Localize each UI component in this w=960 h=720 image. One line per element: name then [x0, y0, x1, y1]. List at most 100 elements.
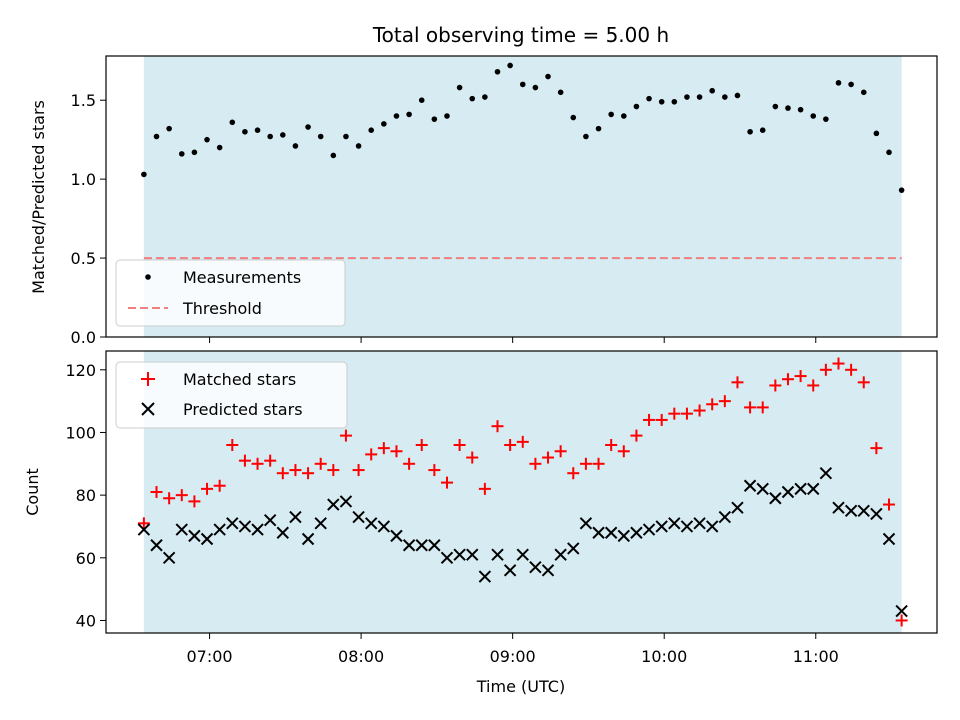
matched-star-point	[276, 467, 289, 480]
matched-star-point	[756, 401, 769, 414]
predicted-star-d2	[276, 526, 290, 539]
matched-star-point	[617, 445, 630, 458]
measurement-point	[254, 127, 261, 133]
predicted-star-point	[630, 526, 643, 539]
measurement-point	[532, 84, 539, 91]
predicted-star-d2	[617, 529, 631, 543]
legend-measurements-marker	[145, 274, 151, 280]
matched-star-point	[150, 486, 163, 498]
predicted-star-point	[466, 548, 479, 561]
count-y-tick-label: 40	[76, 611, 96, 630]
matched-star-point	[415, 439, 428, 451]
predicted-star-point	[693, 517, 706, 530]
count-x-tick-label: 11:00	[793, 647, 839, 666]
predicted-star-point	[251, 523, 264, 536]
predicted-star-d2	[642, 523, 656, 536]
predicted-stars-points	[137, 466, 908, 618]
measurement-point	[368, 127, 375, 133]
measurement-point	[330, 152, 337, 159]
predicted-star-point	[541, 564, 555, 577]
predicted-star-point	[365, 517, 378, 530]
count-panel-frame	[105, 350, 938, 634]
predicted-star-d2	[882, 532, 896, 546]
matched-star-point	[264, 454, 277, 467]
ratio-y-tick-label: 1.0	[71, 170, 96, 189]
predicted-star-d2	[693, 517, 706, 530]
predicted-star-point	[857, 504, 870, 518]
predicted-star-point	[453, 548, 466, 561]
measurement-point	[393, 113, 400, 119]
matched-star-point	[706, 398, 719, 411]
predicted-star-point	[428, 539, 441, 552]
count-y-tick-label: 100	[65, 423, 96, 442]
ratio-legend-box	[115, 259, 346, 327]
predicted-star-d2	[339, 495, 353, 508]
measurement-point	[456, 84, 463, 91]
predicted-star-point	[617, 529, 631, 543]
predicted-star-point	[402, 539, 416, 552]
ratio-y-tick-label: 0.0	[71, 328, 96, 347]
predicted-star-d2	[718, 510, 732, 524]
measurement-point	[684, 94, 690, 100]
matched-star-point	[163, 492, 176, 505]
predicted-star-point	[579, 517, 593, 530]
measurement-point	[444, 113, 450, 119]
matched-star-point	[781, 373, 794, 386]
predicted-star-point	[882, 532, 896, 546]
matched-star-point	[302, 467, 315, 480]
matched-star-point	[188, 495, 201, 508]
matched-star-point	[137, 517, 150, 530]
predicted-star-d2	[630, 526, 643, 539]
measurement-point	[633, 103, 640, 110]
matched-stars-points	[137, 357, 908, 627]
predicted-star-point	[680, 520, 694, 533]
measurement-point	[153, 133, 160, 140]
matched-star-point	[314, 457, 327, 470]
predicted-star-point	[226, 517, 239, 530]
predicted-star-point	[592, 526, 605, 539]
matched-star-point	[352, 464, 365, 477]
predicted-star-d2	[238, 520, 252, 533]
predicted-star-point	[718, 510, 732, 524]
matched-star-point	[592, 457, 605, 470]
predicted-star-d2	[895, 604, 908, 618]
predicted-star-d2	[554, 548, 567, 561]
matched-star-point	[226, 439, 239, 451]
matched-star-point	[403, 457, 416, 470]
measurement-point	[835, 80, 842, 86]
predicted-star-point	[503, 564, 517, 577]
count-legend-box	[115, 361, 348, 429]
predicted-star-d2	[769, 492, 782, 505]
matched-star-point	[579, 457, 592, 470]
matched-star-point	[769, 379, 782, 392]
matched-star-point	[668, 407, 681, 420]
predicted-star-d2	[478, 570, 492, 583]
predicted-star-point	[781, 485, 795, 499]
count-x-tick-label: 09:00	[490, 647, 536, 666]
measurement-point	[482, 94, 488, 100]
measurement-point	[747, 128, 753, 135]
count-y-tick-label: 60	[76, 549, 96, 568]
count-x-tick-label: 10:00	[641, 647, 687, 666]
measurement-point	[343, 133, 349, 140]
matched-star-point	[895, 614, 908, 627]
matched-star-point	[478, 482, 491, 495]
predicted-star-point	[642, 523, 656, 536]
predicted-star-d2	[440, 551, 454, 565]
predicted-star-point	[554, 548, 567, 561]
matched-star-point	[605, 439, 618, 451]
predicted-star-point	[301, 532, 315, 546]
matched-star-point	[731, 376, 744, 389]
predicted-star-d2	[592, 526, 605, 539]
count-y-axis-label: Count	[23, 468, 42, 516]
measurement-point	[671, 98, 678, 105]
legend-threshold-label: Threshold	[182, 299, 262, 318]
measurement-point	[696, 94, 703, 100]
predicted-star-d2	[743, 479, 757, 492]
predicted-star-point	[327, 498, 340, 511]
predicted-star-d2	[541, 564, 555, 577]
measurement-points	[141, 62, 905, 193]
predicted-star-point	[339, 495, 353, 508]
predicted-star-d2	[807, 482, 820, 496]
matched-star-point	[845, 363, 858, 376]
